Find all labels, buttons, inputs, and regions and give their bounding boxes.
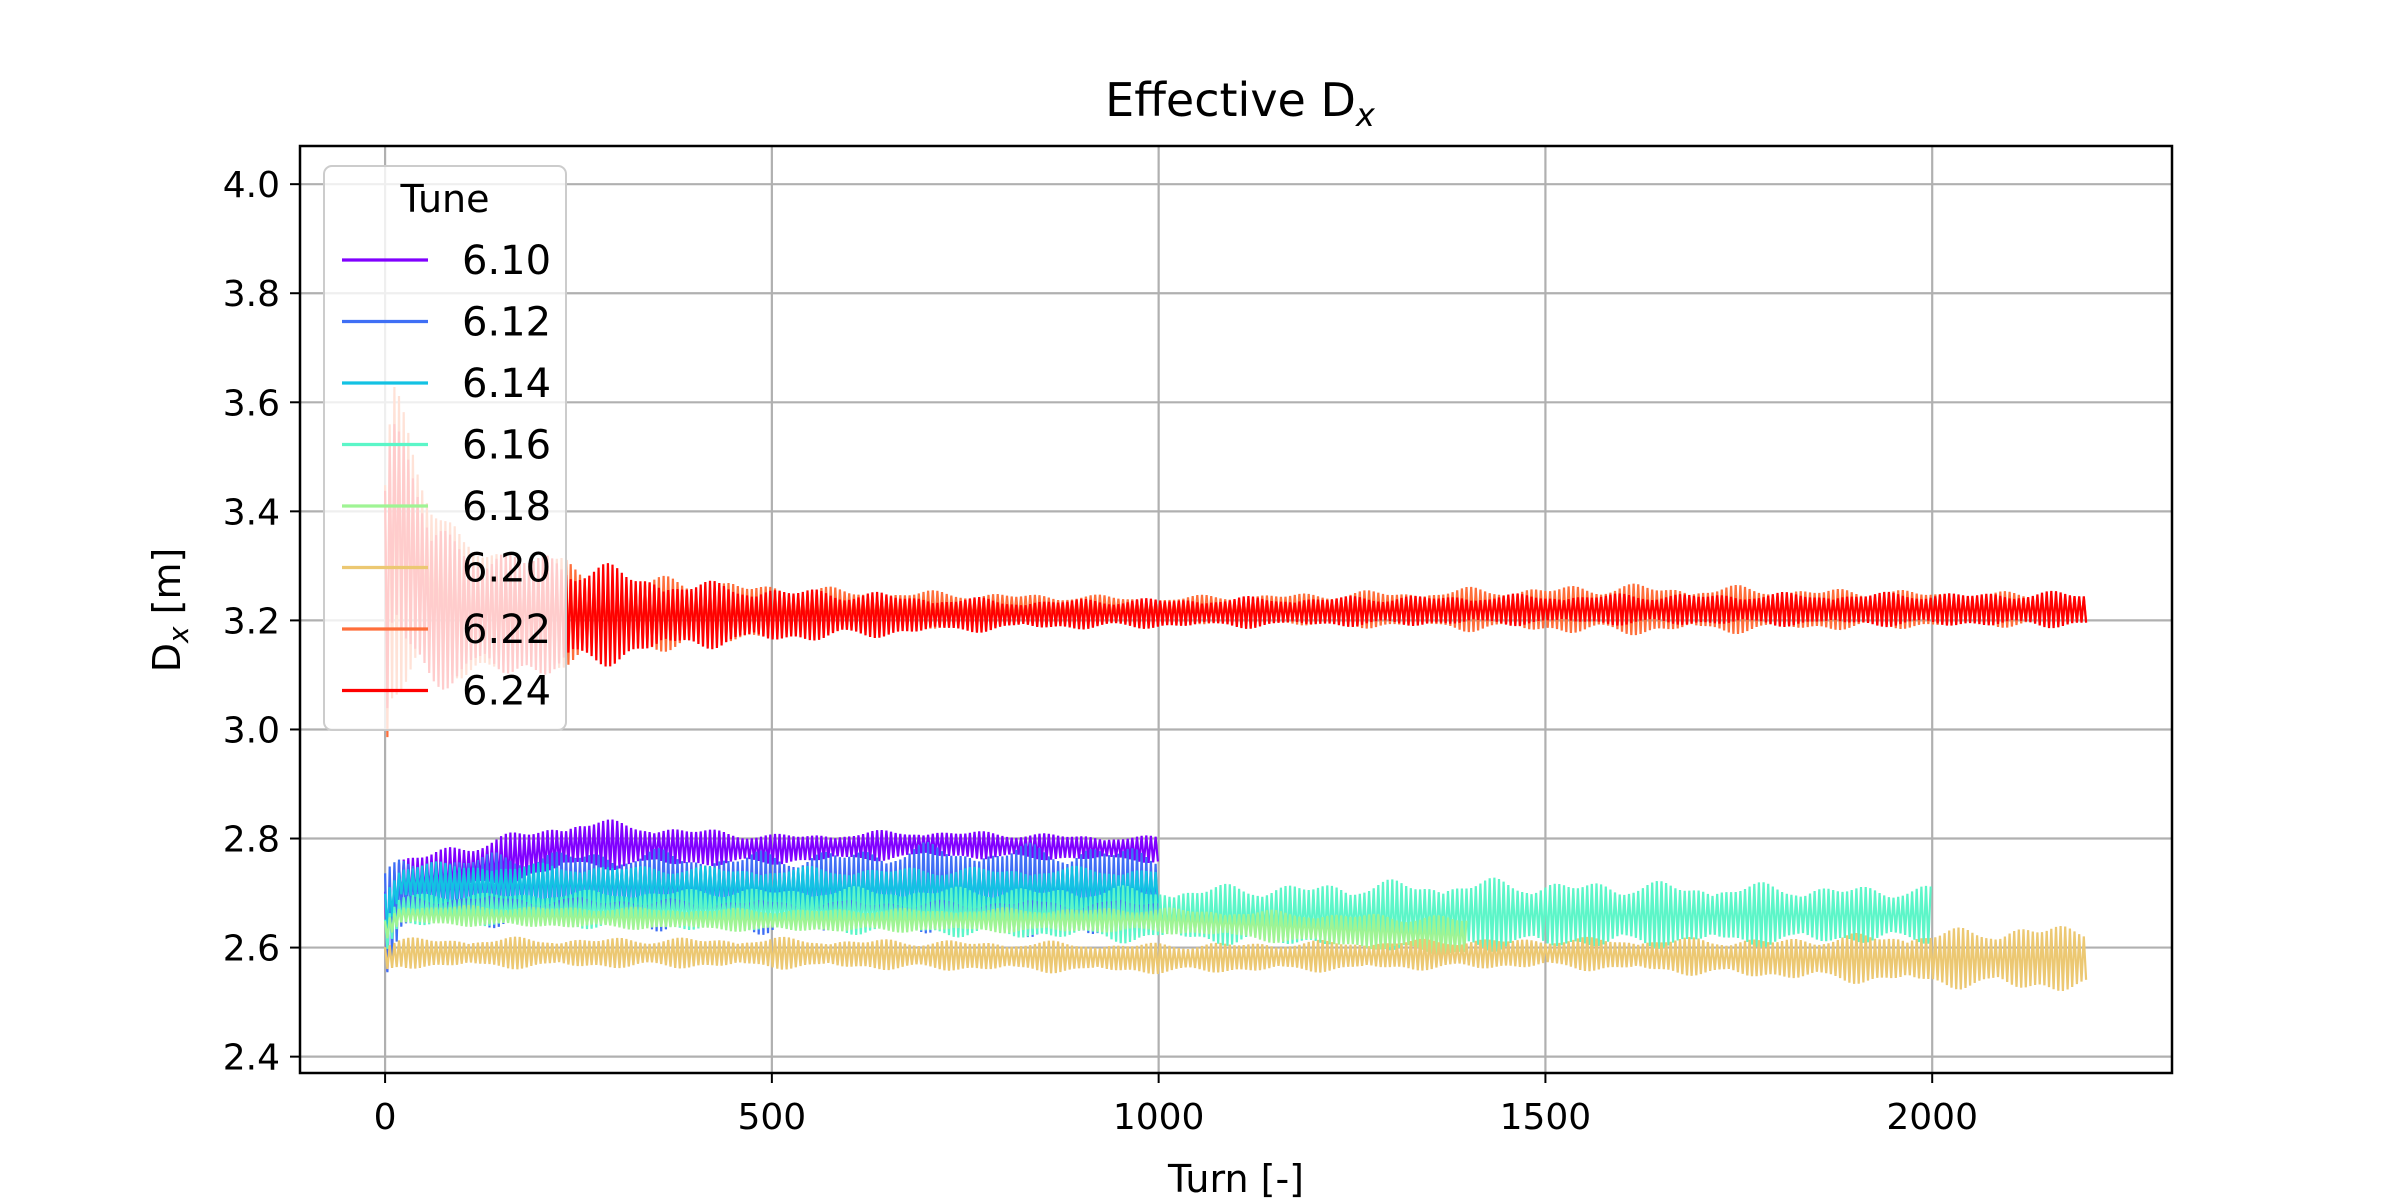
legend-item: 6.10 <box>342 238 551 284</box>
legend-item: 6.16 <box>342 423 551 469</box>
legend-label: 6.12 <box>462 300 551 346</box>
legend-item: 6.24 <box>342 669 551 715</box>
y-tick-label: 3.4 <box>223 492 280 533</box>
x-axis-label: Turn [-] <box>1167 1157 1304 1200</box>
chart-title-subscript: x <box>1355 96 1376 134</box>
x-tick-label: 1500 <box>1500 1097 1592 1138</box>
x-tick-label: 1000 <box>1113 1097 1205 1138</box>
y-tick-label: 4.0 <box>223 165 280 206</box>
legend-label: 6.18 <box>462 484 551 530</box>
series-line-6-14 <box>384 861 1159 930</box>
legend-items: 6.10 6.12 6.14 6.16 6.18 6.20 6.22 6.24 <box>342 238 551 715</box>
series-line-6-18 <box>384 904 1468 955</box>
y-tick-label: 3.8 <box>223 274 280 315</box>
series-layer <box>384 386 2088 991</box>
legend-item: 6.20 <box>342 546 551 592</box>
legend-label: 6.20 <box>462 546 551 592</box>
x-tick-label: 2000 <box>1886 1097 1978 1138</box>
legend-item: 6.18 <box>342 484 551 530</box>
legend-label: 6.24 <box>462 669 551 715</box>
x-tick-label: 500 <box>738 1097 807 1138</box>
x-axis-ticks: 0 500 1000 1500 2000 <box>374 1073 1978 1138</box>
legend: Tune 6.10 6.12 6.14 6.16 6.18 6.20 6.22 6.24 <box>323 165 567 731</box>
y-tick-label: 3.2 <box>223 601 280 642</box>
legend-label: 6.14 <box>462 361 551 407</box>
legend-item: 6.22 <box>342 607 551 653</box>
plot-frame <box>298 144 2174 1075</box>
y-tick-label: 3.6 <box>223 383 280 424</box>
legend-box <box>323 165 567 731</box>
y-tick-label: 2.4 <box>223 1038 280 1079</box>
legend-item: 6.14 <box>342 361 551 407</box>
legend-item: 6.12 <box>342 300 551 346</box>
legend-label: 6.22 <box>462 607 551 653</box>
legend-label: 6.10 <box>462 238 551 284</box>
y-axis-ticks: 2.4 2.6 2.8 3.0 3.2 3.4 3.6 3.8 4.0 <box>223 165 300 1079</box>
series-line-6-20 <box>384 925 2088 991</box>
y-axis-label: Dx [m] <box>145 548 195 673</box>
y-tick-label: 2.6 <box>223 929 280 970</box>
chart-title: Effective Dx <box>1105 73 1376 134</box>
y-tick-label: 2.8 <box>223 820 280 861</box>
x-tick-label: 0 <box>374 1097 397 1138</box>
legend-label: 6.16 <box>462 423 551 469</box>
legend-title: Tune <box>400 177 490 221</box>
series-line-6-24 <box>384 424 2088 709</box>
y-tick-label: 3.0 <box>223 710 280 751</box>
